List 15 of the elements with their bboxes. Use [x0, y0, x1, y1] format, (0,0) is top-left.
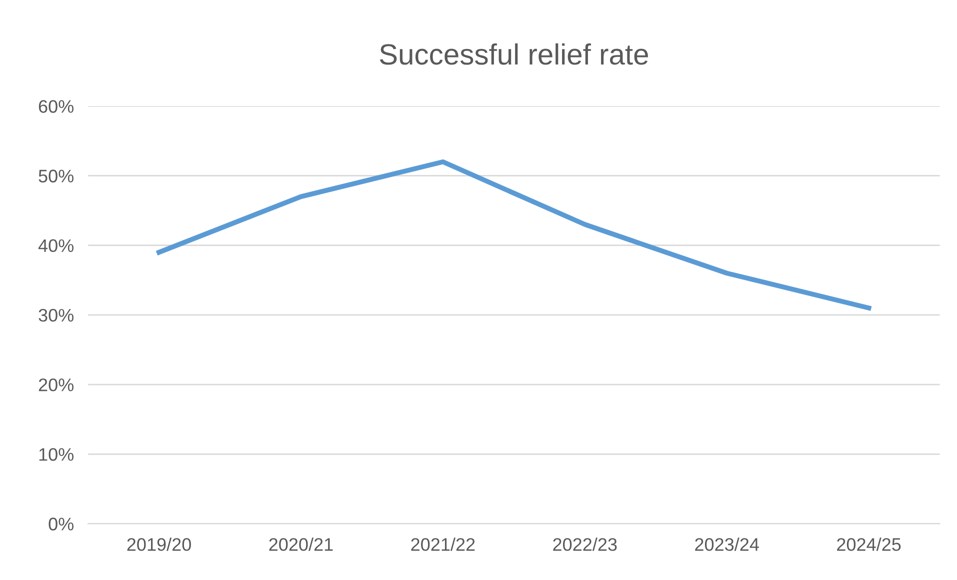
y-tick-label: 60%	[38, 100, 74, 113]
x-tick-label: 2020/21	[269, 538, 333, 551]
y-tick-label: 40%	[38, 239, 74, 252]
chart-title: Successful relief rate	[380, 43, 648, 65]
x-tick-label: 2022/23	[553, 538, 617, 551]
x-tick-label: 2024/25	[837, 538, 901, 551]
x-tick-label: 2021/22	[411, 538, 475, 551]
y-tick-label: 0%	[48, 518, 74, 530]
line-series	[156, 159, 872, 310]
x-tick-label: 2023/24	[695, 538, 759, 551]
y-tick-label: 30%	[38, 308, 74, 322]
x-tick-label: 2019/20	[127, 538, 191, 551]
y-tick-label: 50%	[38, 170, 74, 182]
y-tick-label: 20%	[38, 378, 74, 392]
y-tick-label: 10%	[39, 448, 74, 461]
